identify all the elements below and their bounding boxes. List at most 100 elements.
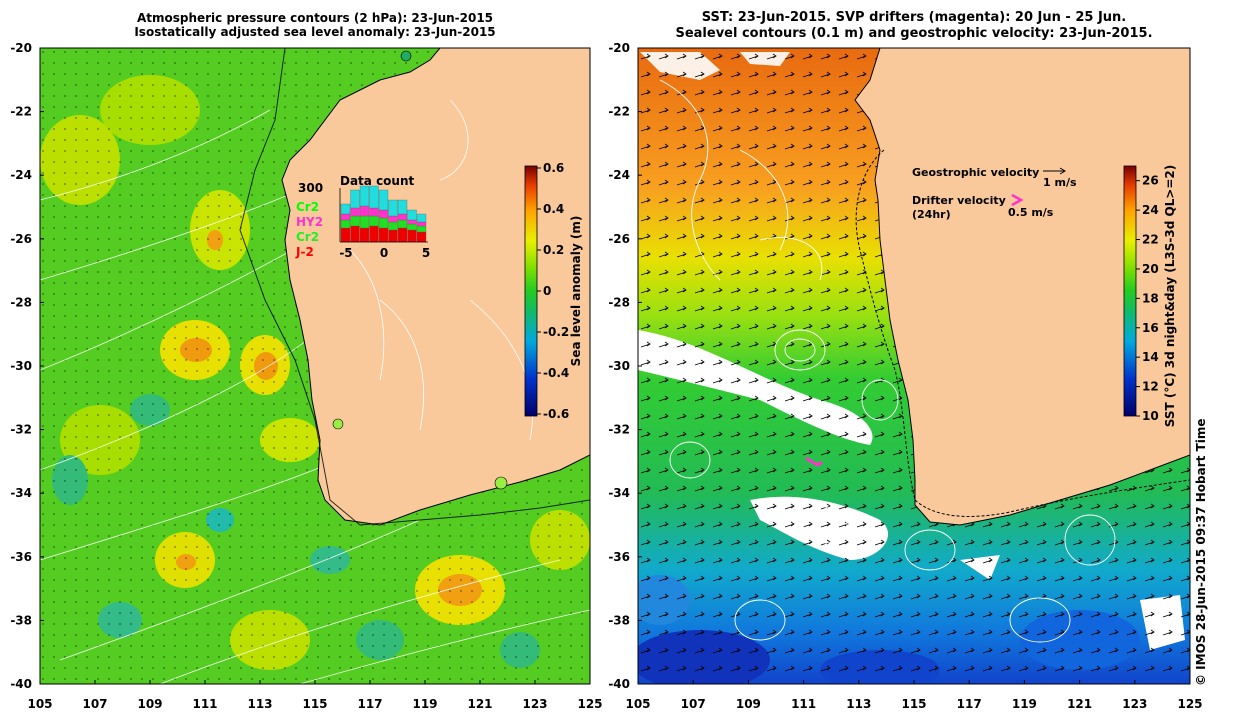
inset-bar-segment bbox=[378, 189, 389, 211]
colorbar-tick-label: 14 bbox=[1142, 350, 1159, 364]
drifter-arrow-icon bbox=[1011, 193, 1024, 207]
inset-bar-segment bbox=[359, 215, 370, 229]
lat-tick-label: -22 bbox=[10, 105, 32, 119]
inset-xtick-5: 5 bbox=[422, 246, 430, 260]
left-title-line1: Atmospheric pressure contours (2 hPa): 2… bbox=[136, 11, 494, 25]
geostrophic-velocity-label: Geostrophic velocity bbox=[912, 166, 1039, 179]
lon-tick-label: 113 bbox=[846, 697, 871, 711]
lat-tick-label: -34 bbox=[608, 486, 630, 500]
land-pressure-contours bbox=[349, 99, 533, 441]
drifter-velocity-label: Drifter velocity bbox=[912, 194, 1006, 207]
inset-title: Data count bbox=[340, 174, 415, 188]
left-title-line2: Isostatically adjusted sea level anomaly… bbox=[134, 25, 496, 39]
sst-colorbar-label: SST (°C) 3d night&day (L3S-3d QL>=2) bbox=[1163, 165, 1177, 428]
inset-legend-item: Cr2 bbox=[296, 230, 319, 244]
right-title-line1: SST: 23-Jun-2015. SVP drifters (magenta)… bbox=[701, 10, 1127, 25]
geostrophic-scale: 1 m/s bbox=[1043, 176, 1077, 189]
lon-tick-label: 123 bbox=[1122, 697, 1147, 711]
lon-tick-label: 119 bbox=[1012, 697, 1037, 711]
colorbar-tick-label: 0 bbox=[543, 284, 551, 298]
inset-xtick-0: 0 bbox=[380, 246, 388, 260]
colorbar-tick-label: 22 bbox=[1142, 233, 1159, 247]
inset-bar-segment bbox=[388, 229, 398, 243]
lat-tick-label: -24 bbox=[608, 168, 630, 182]
inset-bar-segment bbox=[407, 229, 417, 243]
lat-tick-label: -40 bbox=[10, 677, 32, 691]
colorbar-tick-label: -0.4 bbox=[543, 366, 569, 380]
lat-tick-label: -32 bbox=[10, 423, 32, 437]
inset-bar-segment bbox=[350, 225, 360, 243]
lon-tick-label: 111 bbox=[192, 697, 217, 711]
colorbar-tick-label: 26 bbox=[1142, 174, 1159, 188]
inset-bar-segment bbox=[416, 221, 427, 227]
australia-land-right bbox=[854, 48, 1190, 526]
sst-colorbar-ticks: 26 24 22 20 18 16 14 12 10 bbox=[1136, 174, 1159, 423]
lat-tick-label: -28 bbox=[10, 295, 32, 309]
sealevel-contours bbox=[659, 79, 1116, 643]
inset-bar-segment bbox=[388, 215, 398, 223]
inset-bar-segment bbox=[397, 219, 408, 229]
lon-tick-label: 117 bbox=[357, 697, 382, 711]
lat-tick-label: -34 bbox=[10, 486, 32, 500]
inset-bar-segment bbox=[359, 185, 370, 207]
lon-tick-label: 115 bbox=[302, 697, 327, 711]
inset-bar-segment bbox=[369, 207, 379, 217]
colorbar-tick-label: -0.6 bbox=[543, 407, 569, 421]
inset-xtick-neg5: -5 bbox=[339, 246, 352, 260]
colorbar-tick-label: 0.2 bbox=[543, 243, 564, 257]
inset-bar-segment bbox=[359, 227, 370, 243]
inset-bar-segment bbox=[369, 215, 379, 227]
lon-tick-label: 121 bbox=[467, 697, 492, 711]
inset-bar-segment bbox=[397, 199, 408, 215]
lat-tick-label: -22 bbox=[608, 105, 630, 119]
pressure-contours bbox=[40, 109, 590, 684]
inset-bar-segment bbox=[388, 199, 398, 217]
inset-bar-segment bbox=[416, 231, 427, 243]
lon-tick-label: 107 bbox=[82, 697, 107, 711]
sla-colorbar bbox=[524, 165, 538, 417]
lat-tick-label: -30 bbox=[608, 359, 630, 373]
inset-bar-segment bbox=[350, 207, 360, 217]
inset-legend-item: HY2 bbox=[296, 215, 323, 229]
lat-tick-label: -26 bbox=[10, 232, 32, 246]
lat-tick-label: -38 bbox=[608, 613, 630, 627]
colorbar-tick-label: 24 bbox=[1142, 203, 1159, 217]
right-title-line2: Sealevel contours (0.1 m) and geostrophi… bbox=[675, 26, 1153, 41]
lat-tick-label: -20 bbox=[608, 41, 630, 55]
lon-tick-label: 125 bbox=[577, 697, 602, 711]
colorbar-tick-label: 10 bbox=[1142, 409, 1159, 423]
lon-tick-label: 123 bbox=[522, 697, 547, 711]
colorbar-tick-label: 12 bbox=[1142, 380, 1159, 394]
colorbar-tick-label: 18 bbox=[1142, 291, 1159, 305]
colorbar-tick-label: 0.6 bbox=[543, 161, 564, 175]
lat-tick-label: -20 bbox=[10, 41, 32, 55]
inset-bar-segment bbox=[369, 225, 379, 243]
lon-tick-label: 113 bbox=[247, 697, 272, 711]
lat-tick-label: -40 bbox=[608, 677, 630, 691]
inset-bar-segment bbox=[378, 217, 389, 229]
drifter-track bbox=[805, 456, 823, 467]
copyright-note: © IMOS 28-Jun-2015 09:37 Hobart Time bbox=[1194, 418, 1208, 686]
lat-tick-label: -28 bbox=[608, 295, 630, 309]
lon-tick-label: 119 bbox=[412, 697, 437, 711]
inset-bar-segment bbox=[369, 185, 379, 209]
lat-tick-label: -24 bbox=[10, 168, 32, 182]
drifter-velocity-label-2: (24hr) bbox=[912, 208, 951, 221]
lon-tick-label: 111 bbox=[791, 697, 816, 711]
inset-legend-item: J-2 bbox=[295, 245, 314, 259]
inset-bar-segment bbox=[350, 189, 360, 209]
sla-colorbar-label: Sea level anomaly (m) bbox=[569, 216, 583, 367]
colorbar-tick-label: 20 bbox=[1142, 262, 1159, 276]
inset-bar-segment bbox=[388, 221, 398, 231]
lon-tick-label: 105 bbox=[27, 697, 52, 711]
geostrophic-arrow-icon bbox=[1059, 167, 1066, 175]
right-map bbox=[638, 48, 1190, 684]
inset-bar-segment bbox=[407, 223, 417, 231]
inset-bar-segment bbox=[407, 209, 417, 221]
inset-bar-segment bbox=[416, 225, 427, 233]
lat-tick-label: -26 bbox=[608, 232, 630, 246]
lat-tick-label: -38 bbox=[10, 613, 32, 627]
lon-tick-label: 105 bbox=[625, 697, 650, 711]
inset-bar-segment bbox=[378, 209, 389, 219]
